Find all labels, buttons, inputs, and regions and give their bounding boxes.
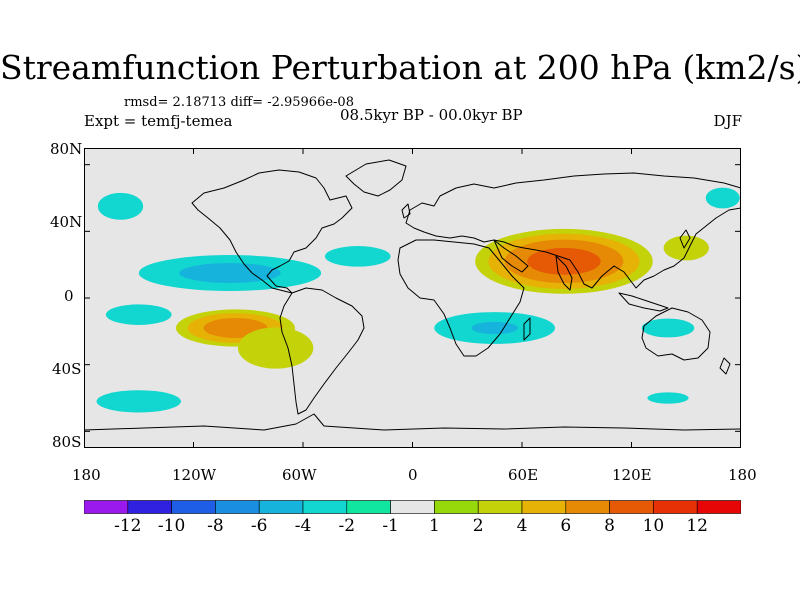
colorbar-box — [302, 500, 348, 514]
colorbar-box — [477, 500, 523, 514]
field-pacific-nw-low — [97, 192, 144, 220]
map-title: Streamfunction Perturbation at 200 hPa (… — [0, 48, 800, 87]
field-southern-low — [96, 390, 181, 413]
colorbar-label: -1 — [382, 516, 399, 536]
colorbar-label: 1 — [428, 516, 440, 536]
field-pacific-ne-low — [705, 187, 740, 209]
coast-greenland — [345, 159, 407, 197]
period-label: 08.5kyr BP - 00.0kyr BP — [340, 106, 523, 124]
colorbar-label: -10 — [157, 516, 186, 536]
map-background — [84, 148, 741, 448]
field-australia-low — [641, 318, 695, 338]
colorbar-label: 12 — [686, 516, 708, 536]
contour-band — [647, 392, 689, 404]
coast-australia — [641, 307, 711, 361]
colorbar-box — [521, 500, 567, 514]
lon-tick-60w: 60W — [282, 466, 317, 484]
colorbar-box — [84, 500, 129, 514]
field-atlantic-low — [324, 246, 391, 267]
lat-tick-0: 0 — [64, 287, 74, 305]
coast-eurasia — [405, 172, 741, 289]
colorbar-box — [127, 500, 172, 514]
colorbar-label: 2 — [472, 516, 484, 536]
colorbar-box — [346, 500, 391, 514]
colorbar-box — [215, 500, 260, 514]
lon-tick-180w: 180 — [72, 466, 101, 484]
contour-band — [179, 263, 281, 283]
lat-tick-40s: 40S — [52, 360, 82, 378]
lat-tick-40n: 40N — [50, 213, 83, 231]
field-s-america-high — [237, 327, 314, 369]
season-label: DJF — [713, 112, 742, 130]
lat-tick-80n: 80N — [50, 140, 83, 158]
colorbar-label: 4 — [516, 516, 528, 536]
colorbar-label: 6 — [560, 516, 572, 536]
lon-tick-60e: 60E — [508, 466, 539, 484]
map-frame — [84, 148, 741, 448]
colorbar-box — [609, 500, 654, 514]
coast-indonesia — [618, 292, 669, 312]
experiment-label: Expt = temfj-temea — [84, 112, 233, 130]
lon-tick-0: 0 — [408, 466, 418, 484]
colorbar-box — [390, 500, 435, 514]
contour-band — [105, 304, 172, 325]
coast-arabia — [493, 239, 529, 273]
colorbar-label: -4 — [294, 516, 312, 536]
contour-band — [527, 247, 601, 275]
coast-uk — [401, 203, 411, 219]
contour-band — [471, 321, 518, 335]
contour-band — [641, 318, 695, 338]
field-indian-ocean-low — [434, 312, 555, 344]
colorbar-label: -12 — [114, 516, 142, 536]
lon-tick-120w: 120W — [172, 466, 217, 484]
colorbar-box — [565, 500, 610, 514]
colorbar-label: -2 — [338, 516, 356, 536]
streamfunction-map — [84, 148, 741, 448]
field-central-america-low — [138, 255, 322, 291]
colorbar-box — [434, 500, 479, 514]
field-se-pacific-south-low — [647, 392, 689, 404]
contour-band — [96, 390, 181, 413]
coast-africa — [397, 239, 525, 357]
colorbar-box — [653, 500, 698, 514]
field-asia-high — [475, 228, 653, 294]
colorbar-label: -8 — [207, 516, 224, 536]
coast-japan — [679, 229, 691, 249]
field-south-pacific-low — [105, 304, 172, 325]
lon-tick-180e: 180 — [728, 466, 757, 484]
coast-north-america — [191, 169, 353, 294]
colorbar-label: 10 — [642, 516, 665, 536]
contour-band — [705, 187, 740, 209]
field-pacific-west-high — [663, 235, 709, 261]
contour-band — [324, 246, 391, 267]
lat-tick-80s: 80S — [52, 433, 82, 451]
coast-south-america — [279, 287, 365, 415]
coast-india — [555, 255, 573, 291]
lon-tick-120e: 120E — [612, 466, 652, 484]
colorbar-box — [171, 500, 216, 514]
coast-madagascar — [523, 317, 531, 341]
coast-new-zealand — [719, 357, 731, 375]
colorbar-label: 8 — [604, 516, 615, 536]
contour-band — [237, 327, 314, 369]
colorbar-box — [258, 500, 304, 514]
colorbar-box — [696, 500, 741, 514]
colorbar — [84, 500, 741, 514]
contour-band — [663, 235, 709, 261]
stats-label: rmsd= 2.18713 diff= -2.95966e-08 — [124, 95, 354, 110]
coast-antarctica — [84, 413, 741, 431]
contour-band — [97, 192, 144, 220]
colorbar-label: -6 — [250, 516, 268, 536]
